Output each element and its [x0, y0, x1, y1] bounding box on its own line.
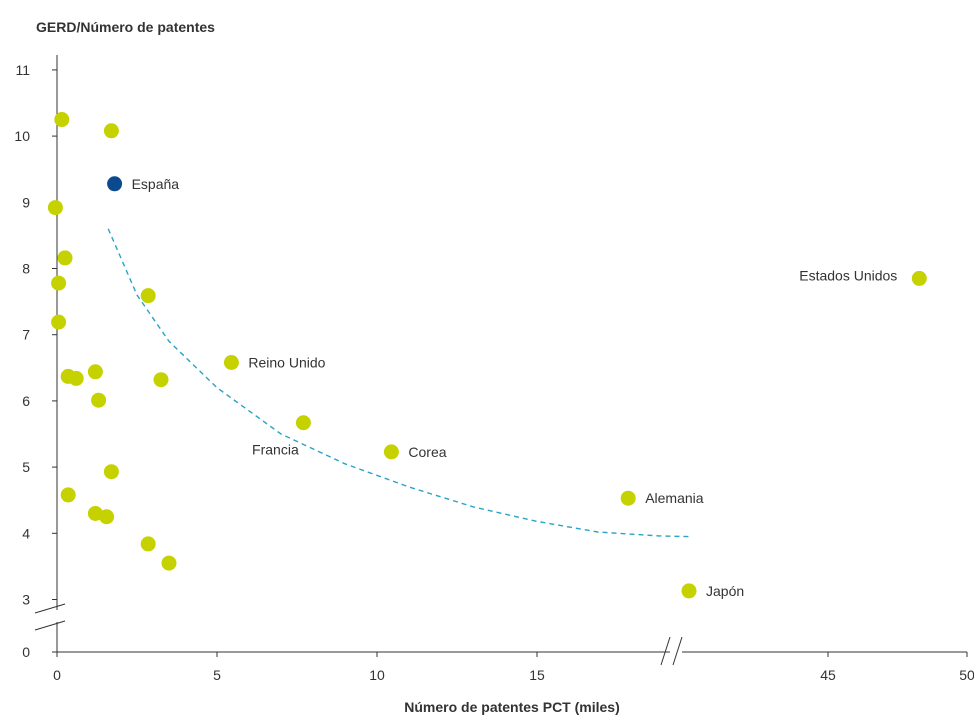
point-labels: España Reino Unido Francia Corea Alemania Jap… — [132, 176, 898, 599]
data-point — [620, 490, 636, 506]
x-tick-label: 50 — [959, 667, 974, 683]
data-point — [161, 555, 177, 571]
data-point — [91, 392, 107, 408]
x-tick-label: 5 — [213, 667, 221, 683]
data-point — [57, 250, 73, 266]
data-point — [383, 444, 399, 460]
data-points — [47, 112, 927, 599]
y-tick-label: 11 — [15, 62, 30, 78]
y-tick-label: 8 — [22, 261, 30, 277]
y-tick-label: 7 — [22, 327, 30, 343]
data-point — [87, 364, 103, 380]
y-tick-label: 4 — [22, 525, 30, 541]
x-axis-break-mark — [660, 636, 671, 666]
point-label: Estados Unidos — [799, 267, 897, 283]
y-tick-label: 9 — [22, 194, 30, 210]
data-point — [681, 583, 697, 599]
x-tick-label: 45 — [820, 667, 836, 683]
y-axis-title: GERD/Número de patentes — [36, 19, 215, 35]
x-axis-title: Número de patentes PCT (miles) — [404, 699, 620, 715]
x-tick-label: 0 — [53, 667, 61, 683]
point-label: Japón — [706, 583, 744, 599]
trend-line-group — [107, 228, 690, 538]
data-point — [68, 370, 84, 386]
data-point — [295, 415, 311, 431]
y-tick-label: 3 — [22, 592, 30, 608]
data-point — [51, 314, 67, 330]
point-label: Reino Unido — [248, 355, 325, 371]
data-point — [911, 270, 927, 286]
y-axis-break-gap — [35, 610, 65, 622]
data-point — [103, 123, 119, 139]
x-tick-label: 15 — [529, 667, 545, 683]
trend-line — [107, 228, 690, 538]
data-point — [47, 200, 63, 216]
point-label: Alemania — [645, 490, 704, 506]
y-tick-label: 10 — [14, 128, 30, 144]
data-point — [54, 112, 70, 128]
y-tick-label: 6 — [22, 393, 30, 409]
point-label: Corea — [408, 444, 446, 460]
data-point — [223, 355, 239, 371]
data-point — [51, 275, 67, 291]
point-label: España — [132, 176, 180, 192]
data-point — [140, 536, 156, 552]
data-point — [140, 288, 156, 304]
y-tick-label: 0 — [22, 644, 30, 660]
data-point — [99, 509, 115, 525]
x-axis-break-mark — [672, 636, 683, 666]
point-label: Francia — [252, 442, 299, 458]
y-axis-break-mark — [34, 603, 66, 614]
data-point-highlight — [107, 176, 123, 192]
y-axis-break-mark — [34, 620, 66, 631]
data-point — [60, 487, 76, 503]
data-point — [103, 464, 119, 480]
x-axis-break-gap — [670, 642, 682, 662]
x-tick-label: 10 — [369, 667, 385, 683]
data-point — [153, 372, 169, 388]
y-tick-label: 5 — [22, 459, 30, 475]
